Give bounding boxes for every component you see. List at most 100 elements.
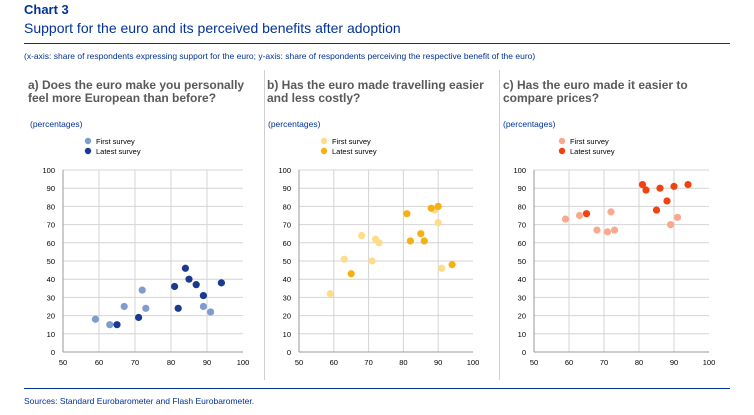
panel-c-point-latest [656,184,664,192]
panel-c-y-tick-label: 70 [518,221,526,230]
panel-b-y-tick-label: 100 [278,166,291,175]
panel-a-point-first [91,315,99,323]
panel-a-point-latest [174,304,182,312]
panel-a-title-line-2: feel more European than before? [28,91,217,105]
panel-c-point-latest [582,210,591,218]
panel-c-y-tick-label: 100 [513,166,526,175]
panel-c-y-tick-label: 90 [518,184,526,193]
panel-separator [499,70,500,380]
panel-a-x-tick-label: 90 [203,358,211,367]
panel-a-title-line-1: a) Does the euro make you personally [28,78,245,92]
panel-a-y-tick-label: 40 [47,275,55,284]
panel-b-point-latest [434,202,442,210]
panel-separator [264,70,265,380]
panel-b-title-line-1: b) Has the euro made travelling easier [267,78,484,92]
panel-b-unit: (percentages) [268,119,321,129]
panel-b-x-tick-label: 50 [295,358,303,367]
panel-a-point-first [120,302,128,311]
panel-c-y-tick-label: 30 [518,293,526,302]
panel-c-point-latest [663,197,671,205]
panel-b-point-latest [347,270,355,278]
panel-b-legend-label-first: First survey [332,137,371,146]
panel-a-legend-label-first: First survey [96,137,135,146]
panel-b-point-first [438,264,446,272]
panel-b-y-tick-label: 60 [283,239,291,248]
panel-b-title-line-2: and less costly? [267,91,361,105]
panel-a-unit: (percentages) [30,119,83,129]
panel-a-point-latest [199,291,207,300]
panel-a-y-tick-label: 80 [47,202,55,211]
panel-a-y-tick-label: 30 [47,293,55,302]
panel-a-point-first [199,302,207,311]
panel-b-point-first [358,231,366,240]
panel-a-y-tick-label: 100 [42,166,55,175]
panel-c-point-latest [642,186,650,194]
panel-a-point-first [142,304,150,312]
top-rule [24,43,730,44]
panel-b-y-tick-label: 70 [283,221,291,230]
panel-a-x-tick-label: 60 [95,358,103,367]
panel-b-legend-label-latest: Latest survey [332,147,377,156]
panel-c-y-tick-label: 50 [518,257,526,266]
chart-title: Support for the euro and its perceived b… [24,20,401,36]
panel-b-x-tick-label: 100 [467,358,480,367]
panel-b-point-first [368,257,376,265]
panel-a-point-latest [217,279,225,287]
panel-a-y-tick-label: 0 [51,348,55,357]
axis-note: (x-axis: share of respondents expressing… [24,51,536,61]
panel-a-point-latest [192,281,200,289]
panel-b-point-latest [403,210,411,218]
panel-c-plot: 0 10 20 30 40 50 60 70 80 90 100 50 60 70 80 90 100 First… [513,137,715,367]
panel-a-legend-label-latest: Latest survey [96,147,141,156]
bottom-rule [24,388,730,389]
panel-b-x-tick-label: 80 [399,358,407,367]
panel-c-legend-marker-latest [558,147,566,155]
panel-c-y-tick-label: 10 [518,330,526,339]
panel-a-point-first [207,308,215,316]
panel-c-point-first [610,226,619,234]
panel-b-y-tick-label: 80 [283,202,291,211]
panel-b-title: b) Has the euro made travelling easier a… [267,79,484,105]
panel-b-plot: 0 10 20 30 40 50 60 70 80 90 100 50 60 70 80 90 100 First… [278,137,479,367]
panel-b-point-first [326,290,334,298]
panel-a-point-latest [113,321,121,329]
panel-c-x-tick-label: 60 [565,358,573,367]
panel-b-point-latest [406,237,414,245]
panel-c-x-tick-label: 70 [600,358,608,367]
panel-a-legend-marker-first [84,137,92,145]
panel-a-x-tick-label: 50 [59,358,67,367]
panel-b-x-tick-label: 60 [330,358,338,367]
panel-c-x-tick-label: 100 [703,358,716,367]
panel-b-y-tick-label: 40 [283,275,291,284]
panel-a-x-tick-label: 70 [131,358,139,367]
panel-a-point-first [106,321,114,329]
panel-c-point-latest [670,182,678,190]
panel-c-point-latest [684,180,692,189]
panel-c-point-first [593,226,601,234]
panel-c-title: c) Has the euro made it easier to compar… [503,79,688,105]
panel-a-x-tick-label: 100 [237,358,250,367]
panel-c-title-line-1: c) Has the euro made it easier to [503,78,688,92]
panel-b-x-tick-label: 90 [434,358,442,367]
panel-a-plot: 0 10 20 30 40 50 60 70 80 90 100 50 60 70 80 90 100 First… [42,137,249,367]
panel-a-y-tick-label: 20 [47,312,55,321]
panel-b-point-latest [448,261,456,269]
sources-note: Sources: Standard Eurobarometer and Flas… [24,396,255,406]
panel-c-y-tick-label: 80 [518,202,526,211]
panel-c-legend-label-latest: Latest survey [570,147,615,156]
panel-c-y-tick-label: 20 [518,312,526,321]
panel-a-y-tick-label: 50 [47,257,55,266]
panel-a-title: a) Does the euro make you personally fee… [28,79,244,105]
panel-b-point-first [434,219,442,227]
panel-c-point-first [575,211,584,220]
panel-a-y-tick-label: 90 [47,184,55,193]
panel-b-point-first [340,255,348,263]
panel-a-y-tick-label: 70 [47,221,55,230]
panel-c-point-latest [652,206,661,214]
panel-b-y-tick-label: 10 [283,330,291,339]
panel-b-y-tick-label: 30 [283,293,291,302]
panel-c-point-first [607,208,615,216]
panel-a-x-tick-label: 80 [167,358,175,367]
chart-label: Chart 3 [24,2,69,17]
